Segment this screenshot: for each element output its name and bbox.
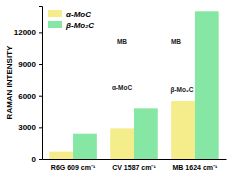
- legend-swatch: [48, 10, 62, 17]
- y-tick-mark: [39, 96, 42, 97]
- annotation: MB: [171, 38, 181, 45]
- bars: [49, 11, 218, 159]
- y-tick-mark: [39, 159, 42, 160]
- x-tick-label: R6G 609 cm⁻¹: [51, 164, 96, 171]
- annotation: α-MoC: [112, 84, 133, 91]
- legend-label: α-MoC: [66, 10, 91, 19]
- y-tick-label: 12000: [14, 28, 37, 37]
- chart: 0 3000 6000 9000 12000 R6G 609 cm⁻¹ CV 1587 cm…: [0, 0, 232, 189]
- y-axis-line: [39, 7, 43, 160]
- x-tick: R6G 609 cm⁻¹: [51, 159, 96, 171]
- y-tick-label: 3000: [18, 123, 36, 132]
- y-tick-mark: [39, 64, 42, 65]
- y-tick-label: 0: [32, 155, 37, 164]
- legend-swatch: [48, 21, 62, 28]
- bar: [110, 128, 134, 159]
- annotation: β-Mo₂C: [170, 86, 193, 94]
- x-tick-label: MB 1624 cm⁻¹: [173, 164, 218, 171]
- y-axis-title: RAMAN INTENSITY: [5, 45, 14, 119]
- bar: [171, 101, 195, 159]
- y-tick-label: 6000: [18, 92, 36, 101]
- y-tick-mark: [39, 127, 42, 128]
- annotation: MB: [117, 38, 127, 45]
- x-axis-line: [43, 159, 227, 160]
- legend-label: β-Mo₂C: [65, 21, 94, 30]
- x-axis: R6G 609 cm⁻¹ CV 1587 cm⁻¹ MB 1624 cm⁻¹: [43, 159, 227, 171]
- bar: [49, 152, 73, 159]
- legend: α-MoC β-Mo₂C: [48, 10, 94, 30]
- y-tick-mark: [39, 32, 42, 33]
- bar: [73, 134, 97, 159]
- legend-entry: α-MoC: [48, 10, 91, 19]
- y-tick: 6000: [18, 92, 42, 101]
- y-tick-label: 9000: [18, 60, 36, 69]
- y-tick: 0: [32, 155, 42, 164]
- y-tick: 12000: [14, 28, 42, 37]
- bar: [195, 11, 219, 159]
- y-tick: 3000: [18, 123, 42, 132]
- y-axis: 0 3000 6000 9000 12000: [14, 7, 43, 165]
- x-tick-label: CV 1587 cm⁻¹: [112, 164, 156, 171]
- x-tick: MB 1624 cm⁻¹: [173, 159, 218, 171]
- bar: [134, 108, 158, 159]
- legend-entry: β-Mo₂C: [48, 21, 94, 30]
- y-tick: 9000: [18, 60, 42, 69]
- x-tick: CV 1587 cm⁻¹: [112, 159, 156, 171]
